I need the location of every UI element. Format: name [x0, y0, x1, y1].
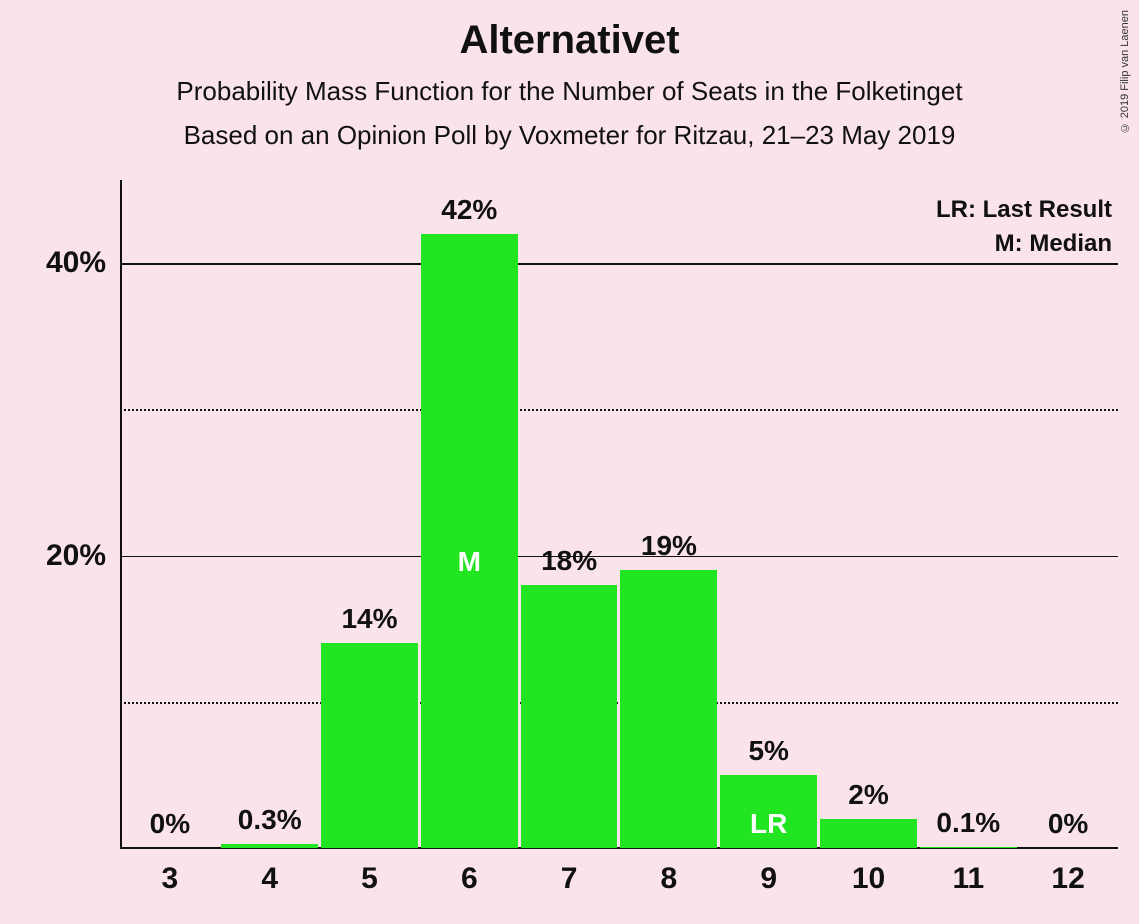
bar-value-label: 5% [748, 735, 788, 767]
chart-plot-area: LR: Last Result M: Median 20%40%0%30.3%4… [120, 190, 1118, 848]
gridline-minor [120, 409, 1118, 411]
bar-value-label: 0.1% [936, 807, 1000, 839]
x-tick-label: 5 [361, 862, 378, 896]
bar-value-label: 0% [1048, 808, 1088, 840]
chart-subtitle-2: Based on an Opinion Poll by Voxmeter for… [0, 120, 1139, 151]
copyright-text: © 2019 Filip van Laenen [1119, 10, 1131, 133]
x-tick-label: 11 [952, 862, 984, 896]
x-tick-label: 7 [561, 862, 578, 896]
y-axis [120, 180, 122, 848]
x-tick-label: 9 [760, 862, 777, 896]
last-result-marker: LR [750, 808, 787, 840]
bar-value-label: 19% [641, 530, 697, 562]
bar [820, 819, 917, 848]
x-tick-label: 6 [461, 862, 478, 896]
legend-m: M: Median [995, 230, 1112, 258]
bar [521, 585, 618, 848]
bar [421, 234, 518, 848]
bar [321, 643, 418, 848]
bar-value-label: 14% [341, 603, 397, 635]
x-tick-label: 12 [1051, 862, 1084, 896]
y-tick-label: 20% [46, 539, 106, 573]
bar-value-label: 0% [150, 808, 190, 840]
bar [620, 570, 717, 848]
gridline-major [120, 263, 1118, 265]
chart-title: Alternativet [0, 18, 1139, 63]
x-tick-label: 8 [661, 862, 678, 896]
bar-value-label: 42% [441, 194, 497, 226]
chart-subtitle-1: Probability Mass Function for the Number… [0, 76, 1139, 107]
gridline-minor [120, 702, 1118, 704]
bar-value-label: 18% [541, 545, 597, 577]
gridline-major [120, 556, 1118, 558]
x-tick-label: 10 [852, 862, 885, 896]
x-tick-label: 3 [162, 862, 179, 896]
median-marker: M [458, 546, 481, 578]
bar [920, 847, 1017, 848]
bar [221, 844, 318, 848]
x-tick-label: 4 [261, 862, 278, 896]
bar-value-label: 2% [848, 779, 888, 811]
y-tick-label: 40% [46, 246, 106, 280]
bar-value-label: 0.3% [238, 804, 302, 836]
legend-lr: LR: Last Result [936, 196, 1112, 224]
